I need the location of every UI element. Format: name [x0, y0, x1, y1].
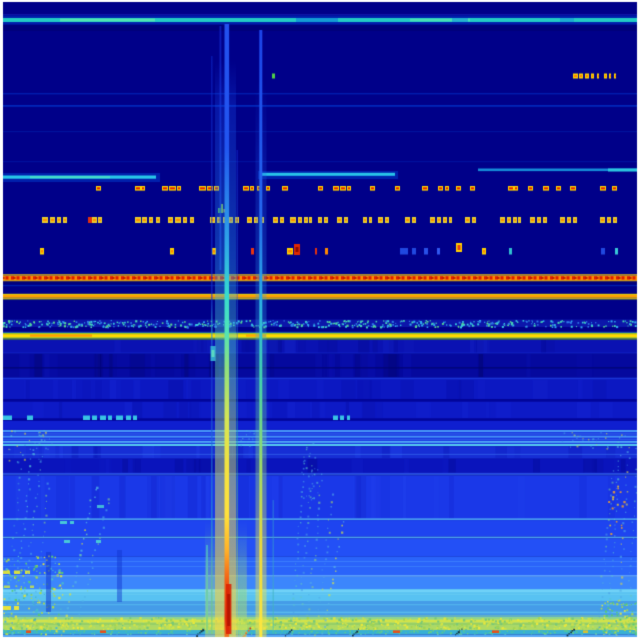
spectrogram-canvas — [0, 0, 640, 640]
spectrogram-view — [0, 0, 640, 640]
